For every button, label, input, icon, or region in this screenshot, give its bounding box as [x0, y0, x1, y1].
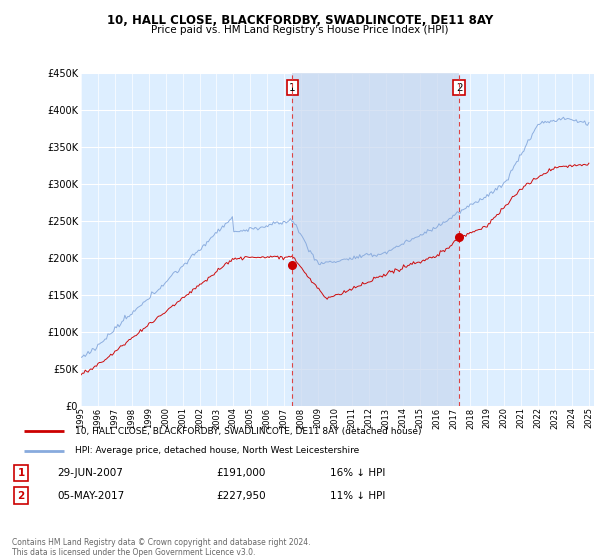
Text: 05-MAY-2017: 05-MAY-2017 [57, 491, 124, 501]
Text: £191,000: £191,000 [216, 468, 265, 478]
Text: 10, HALL CLOSE, BLACKFORDBY, SWADLINCOTE, DE11 8AY (detached house): 10, HALL CLOSE, BLACKFORDBY, SWADLINCOTE… [76, 427, 422, 436]
Text: £227,950: £227,950 [216, 491, 266, 501]
Text: 16% ↓ HPI: 16% ↓ HPI [330, 468, 385, 478]
Bar [292, 73, 460, 406]
Text: 2: 2 [456, 83, 463, 92]
Text: 1: 1 [17, 468, 25, 478]
Text: Contains HM Land Registry data © Crown copyright and database right 2024.
This d: Contains HM Land Registry data © Crown c… [12, 538, 311, 557]
Text: HPI: Average price, detached house, North West Leicestershire: HPI: Average price, detached house, Nort… [76, 446, 359, 455]
Text: 10, HALL CLOSE, BLACKFORDBY, SWADLINCOTE, DE11 8AY: 10, HALL CLOSE, BLACKFORDBY, SWADLINCOTE… [107, 14, 493, 27]
Text: 2: 2 [17, 491, 25, 501]
Text: 29-JUN-2007: 29-JUN-2007 [57, 468, 123, 478]
Text: 1: 1 [289, 83, 296, 92]
Text: Price paid vs. HM Land Registry's House Price Index (HPI): Price paid vs. HM Land Registry's House … [151, 25, 449, 35]
Text: 11% ↓ HPI: 11% ↓ HPI [330, 491, 385, 501]
